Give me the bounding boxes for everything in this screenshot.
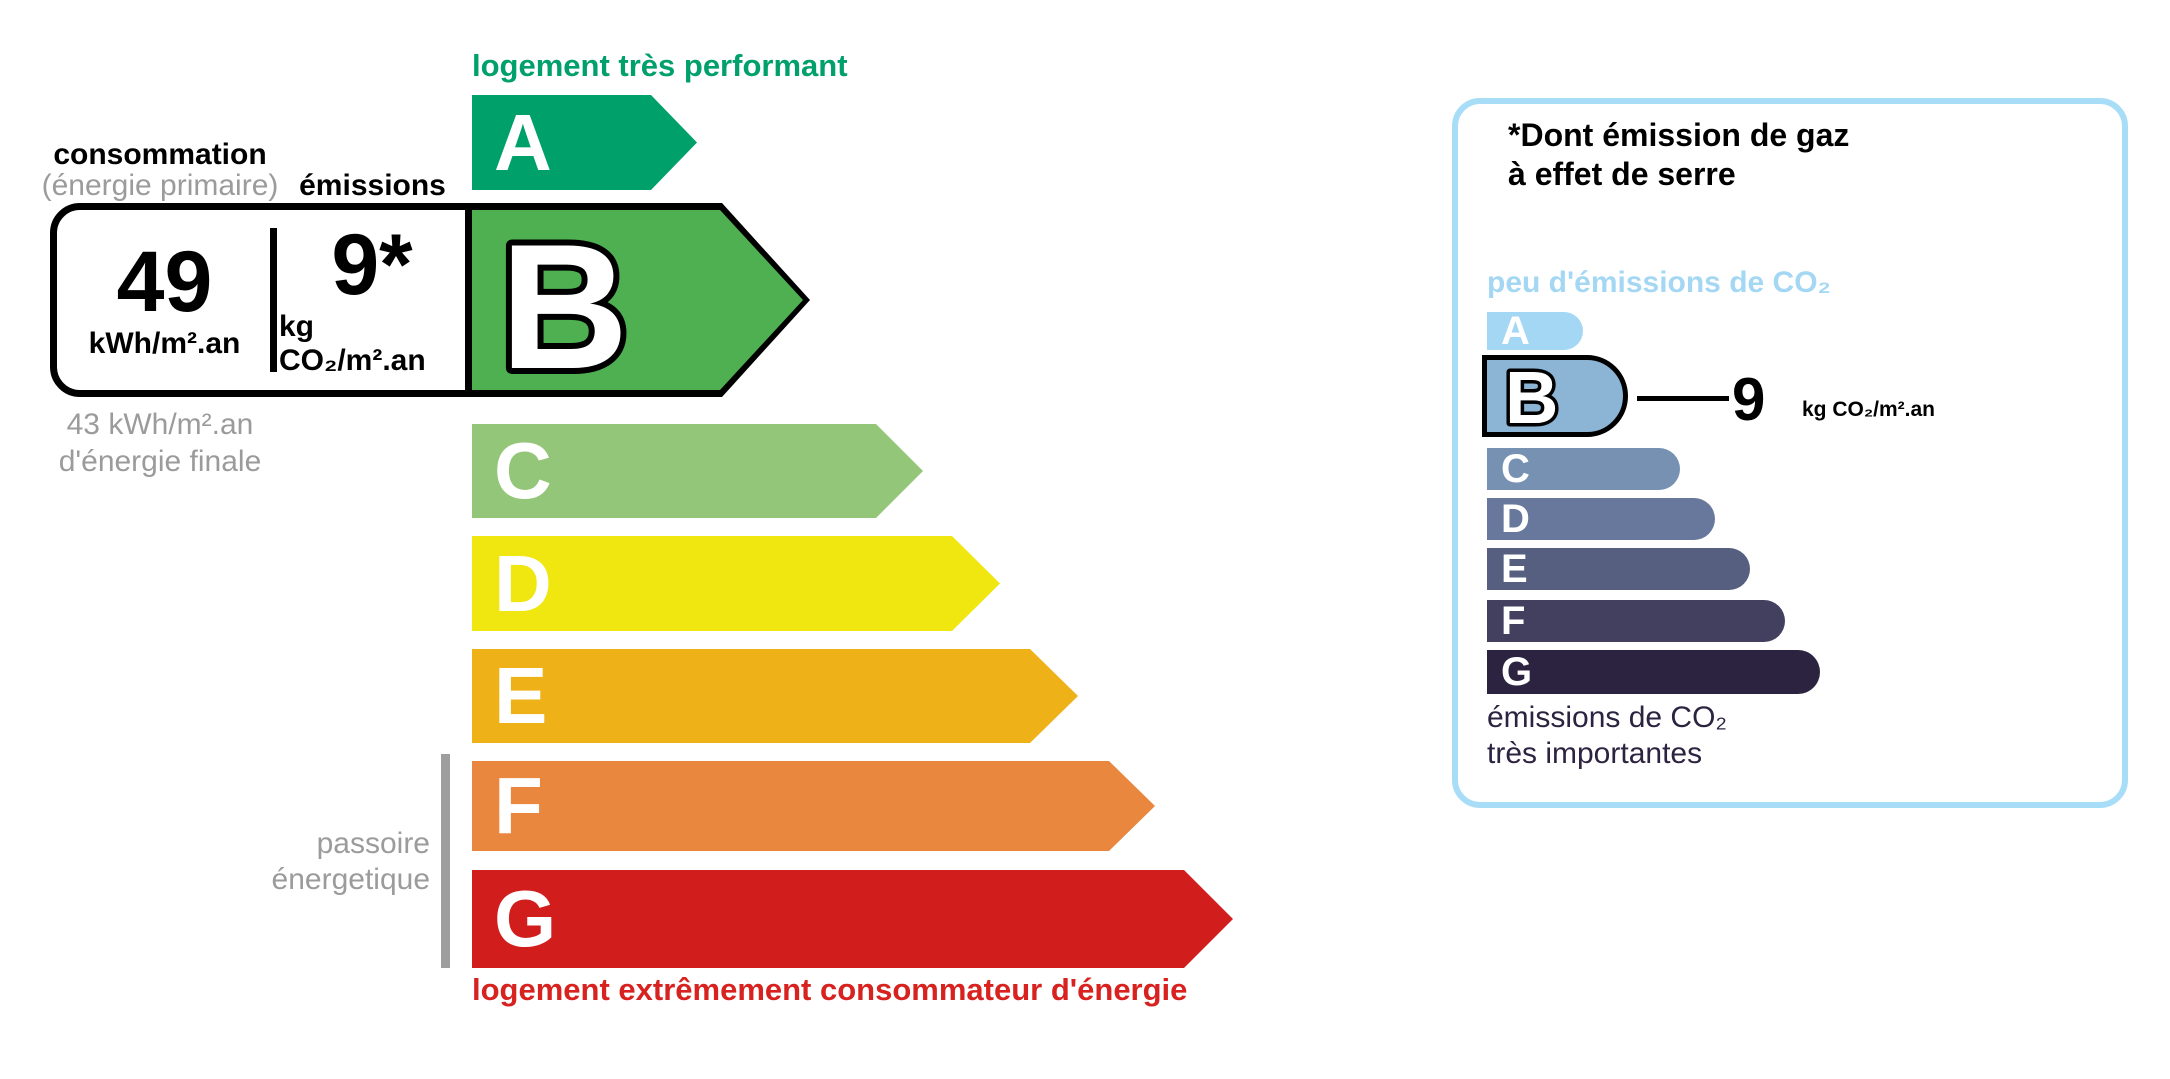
consumption-header: consommation [53, 138, 267, 171]
top-caption: logement très performant [472, 48, 848, 83]
bottom-caption: logement extrêmement consommateur d'éner… [472, 972, 1188, 1007]
co2-top-caption: peu d'émissions de CO₂ [1487, 266, 1831, 299]
co2-class-a-bar: A [1487, 309, 1583, 353]
co2-value: 9 [1732, 366, 1766, 433]
consumption-unit: kWh/m².an [88, 327, 241, 360]
energy-class-d-arrow: D [472, 536, 1000, 631]
co2-class-c-bar: C [1487, 448, 1680, 490]
energy-class-a-arrow: A [472, 95, 697, 190]
co2-title-line1: *Dont émission de gaz [1508, 117, 1850, 153]
energy-class-f-letter: F [494, 761, 543, 850]
co2-class-c-letter: C [1501, 447, 1530, 491]
consumption-subheader: (énergie primaire) [41, 169, 279, 202]
co2-class-d-bar: D [1487, 498, 1715, 540]
energy-sieve-caption: passoire énergetique [180, 826, 430, 898]
final-energy-line1: 43 kWh/m².an [66, 408, 254, 441]
co2-class-a-letter: A [1501, 309, 1530, 353]
co2-class-g-bar: G [1487, 650, 1820, 694]
co2-bottom-line1: émissions de CO₂ [1487, 701, 1728, 734]
energy-sieve-line1: passoire [316, 827, 430, 860]
energy-class-f-arrow: F [472, 761, 1155, 851]
energy-class-a-letter: A [494, 97, 552, 187]
final-energy-caption: 43 kWh/m².an d'énergie finale [40, 406, 280, 480]
energy-class-c-letter: C [494, 426, 552, 515]
emissions-header: émissions [299, 169, 446, 202]
co2-class-f-bar: F [1487, 600, 1785, 642]
energy-class-e-arrow: E [472, 649, 1078, 743]
energy-sieve-line2: énergetique [271, 863, 430, 896]
co2-class-e-letter: E [1501, 547, 1528, 591]
values-box: 49 kWh/m².an 9* kg CO₂/m².an [50, 203, 472, 397]
energy-class-d-letter: D [494, 538, 552, 628]
consumption-value: 49 [116, 234, 213, 330]
svg-text:B: B [500, 220, 629, 382]
co2-class-b-letter: B [1502, 360, 1562, 432]
energy-class-b-letter: B [494, 220, 635, 382]
emissions-value: 9* [331, 217, 413, 313]
energy-class-e-letter: E [494, 651, 548, 740]
emissions-unit: kg CO₂/m².an [279, 310, 426, 377]
svg-text:B: B [1505, 360, 1558, 432]
energy-class-g-letter: G [494, 874, 557, 963]
energy-class-c-arrow: C [472, 424, 923, 518]
co2-class-d-letter: D [1501, 497, 1530, 541]
co2-bottom-caption: émissions de CO₂ très importantes [1487, 700, 1727, 772]
energy-class-g-arrow: G [472, 870, 1233, 968]
co2-class-g-letter: G [1501, 650, 1533, 694]
co2-bottom-line2: très importantes [1487, 737, 1703, 770]
values-divider [270, 228, 277, 372]
final-energy-line2: d'énergie finale [58, 445, 262, 478]
co2-class-e-bar: E [1487, 548, 1750, 590]
energy-sieve-bracket [441, 754, 450, 968]
emissions-cell: 9* kg CO₂/m².an [279, 210, 465, 390]
co2-value-unit: kg CO₂/m².an [1802, 398, 1936, 421]
co2-class-b-bar-selected [1482, 355, 1628, 437]
co2-value-connector-line [1637, 396, 1729, 401]
consumption-cell: 49 kWh/m².an [57, 210, 272, 390]
co2-panel-title: *Dont émission de gaz à effet de serre [1508, 116, 1849, 194]
co2-title-line2: à effet de serre [1508, 156, 1736, 192]
co2-class-f-letter: F [1501, 599, 1526, 643]
